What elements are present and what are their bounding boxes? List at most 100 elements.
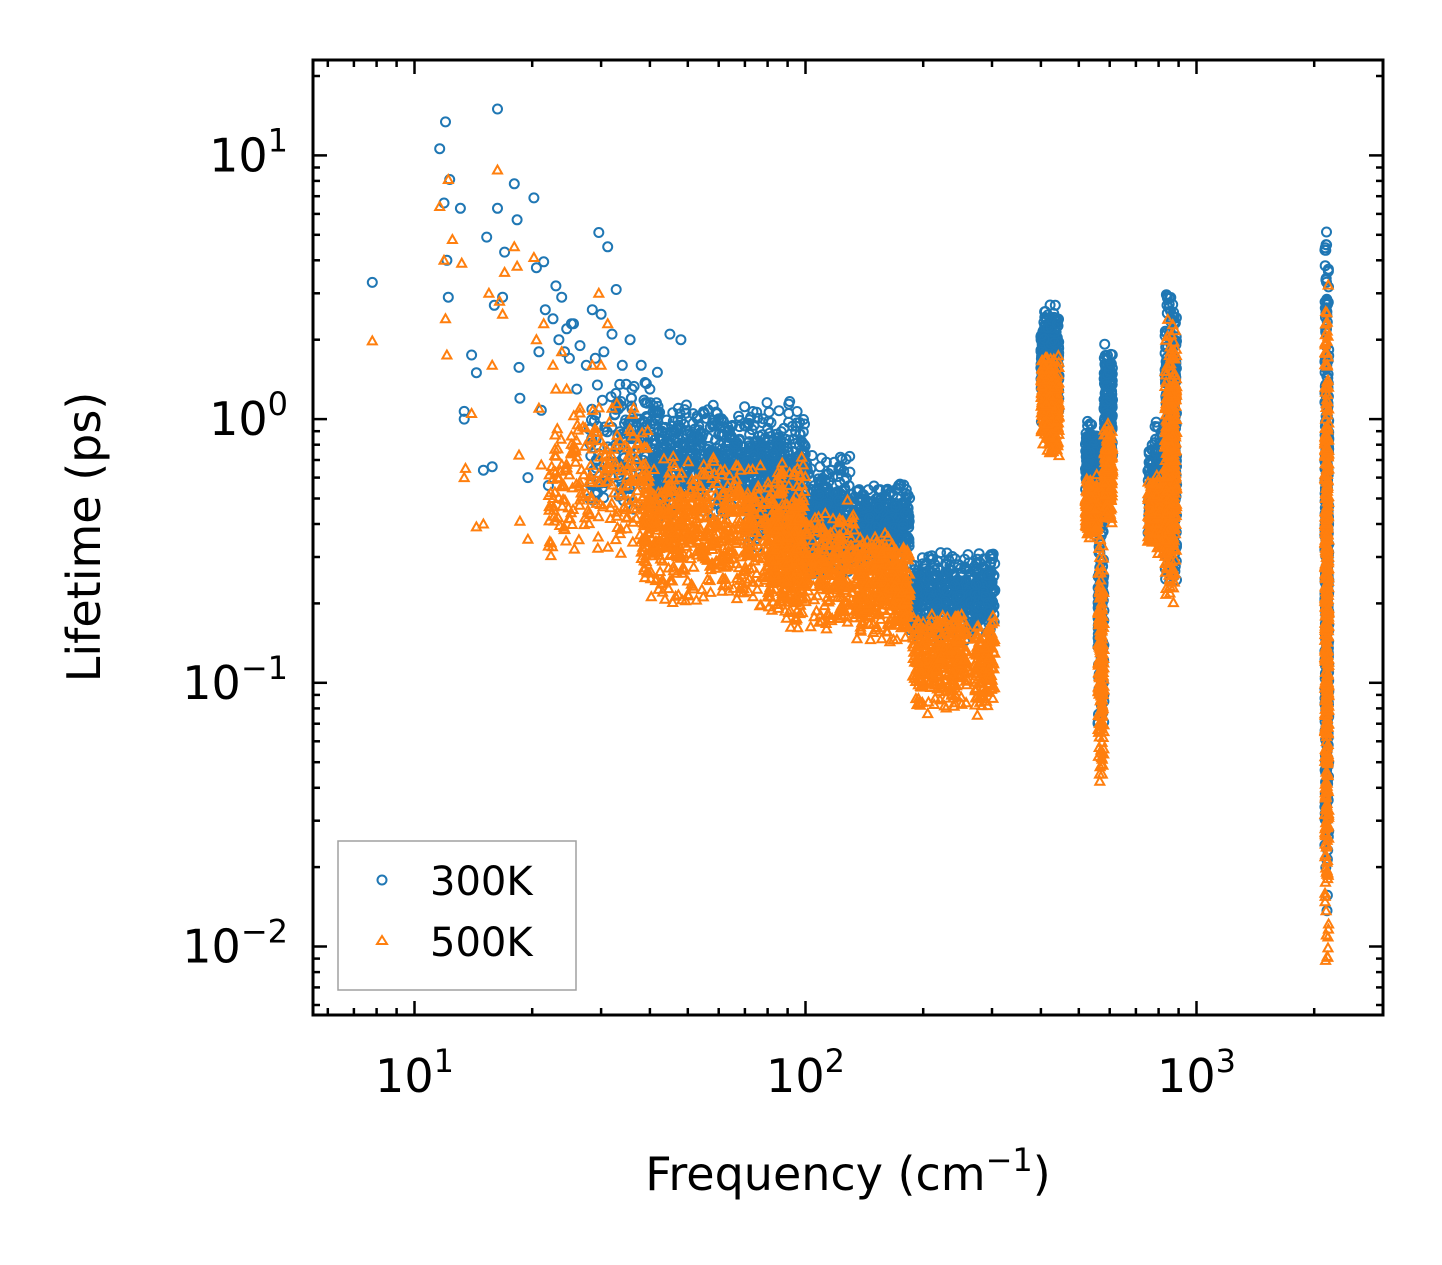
data-point-500K-571: [645, 590, 658, 602]
data-point-300K-576: [761, 397, 773, 409]
data-point-500K-220: [609, 533, 623, 545]
data-point-500K-222: [592, 510, 605, 522]
data-point-500K-177: [563, 468, 576, 480]
data-point-300K-3855: [1170, 312, 1182, 324]
data-point-300K-776: [762, 422, 774, 434]
data-point-500K-242: [630, 452, 643, 464]
data-point-300K-1936: [872, 484, 884, 496]
data-point-300K-3016: [1082, 420, 1094, 432]
data-point-500K-303: [796, 458, 810, 470]
data-point-300K-2456: [987, 553, 999, 565]
data-point-300K-3780: [1161, 299, 1173, 311]
data-point-300K-2462: [970, 579, 982, 591]
data-point-300K-1925: [904, 492, 916, 504]
data-point-500K-477: [754, 459, 767, 471]
data-point-300K-33: [550, 280, 562, 292]
data-point-500K-209: [601, 461, 615, 473]
data-point-300K-182: [651, 366, 663, 378]
data-point-300K-2312: [917, 558, 929, 570]
data-point-500K-238: [562, 501, 575, 513]
data-point-300K-2113: [941, 547, 953, 559]
data-point-300K-23: [514, 392, 526, 404]
data-point-300K-1958: [861, 495, 873, 507]
data-point-300K-2464: [989, 585, 1001, 597]
data-point-300K-833: [714, 439, 726, 451]
data-point-500K-164: [582, 517, 596, 529]
data-point-300K-2468: [982, 597, 994, 609]
data-point-300K-788: [693, 420, 705, 432]
data-point-500K-243: [625, 472, 639, 484]
data-point-500K-10: [465, 406, 478, 418]
data-point-300K-2163: [949, 553, 961, 565]
data-point-300K-2432: [988, 600, 1000, 612]
data-point-500K-229: [543, 535, 557, 547]
data-point-300K-836: [691, 410, 703, 422]
data-point-500K-83: [570, 477, 583, 489]
data-point-300K-3354: [1105, 358, 1117, 370]
data-point-500K-149: [578, 439, 592, 451]
data-point-300K-32: [547, 313, 559, 325]
data-point-500K-223: [551, 471, 564, 483]
data-point-300K-1885: [893, 482, 904, 494]
data-point-500K-132: [620, 522, 633, 534]
data-point-500K-28: [537, 317, 550, 329]
data-point-300K-2788: [1053, 336, 1065, 348]
data-point-300K-8: [458, 413, 470, 425]
data-point-500K-6: [446, 232, 459, 244]
data-point-500K-250: [601, 475, 615, 487]
data-point-300K-906: [678, 441, 690, 453]
data-point-500K-224: [591, 530, 605, 542]
data-point-500K-249: [617, 501, 630, 513]
data-point-500K-82: [544, 549, 558, 561]
data-point-300K-40: [568, 318, 579, 330]
data-point-500K-301: [647, 462, 661, 474]
data-point-500K-163: [569, 455, 582, 467]
data-point-500K-281: [707, 451, 720, 463]
data-point-300K-913: [778, 441, 790, 453]
data-point-300K-2317: [943, 564, 955, 575]
data-point-300K-22: [513, 361, 525, 373]
data-point-300K-35: [556, 291, 568, 303]
data-point-300K-900: [705, 445, 717, 457]
data-point-300K-3552: [1142, 465, 1154, 477]
data-point-300K-59: [675, 334, 687, 346]
data-point-300K-767: [744, 429, 756, 440]
data-point-500K-247: [632, 474, 645, 486]
data-point-300K-53: [616, 359, 628, 371]
data-point-300K-155: [620, 378, 632, 390]
data-point-300K-854: [799, 440, 811, 452]
data-point-300K-848: [725, 430, 737, 442]
data-point-300K-3006: [1088, 469, 1100, 481]
data-point-500K-40: [610, 397, 624, 409]
data-point-500K-3: [439, 312, 452, 324]
data-point-300K-1283: [813, 477, 825, 489]
data-point-500K-47: [607, 486, 621, 498]
data-point-500K-81: [614, 522, 627, 534]
data-point-300K-4389: [1320, 239, 1332, 251]
data-point-300K-1317: [844, 466, 856, 478]
data-point-500K-409: [737, 582, 751, 594]
data-point-300K-217: [614, 378, 626, 390]
data-point-500K-211: [626, 535, 640, 547]
data-point-500K-12: [477, 517, 490, 529]
data-point-500K-124: [584, 458, 597, 470]
data-point-500K-24: [527, 250, 541, 262]
data-point-300K-27: [533, 346, 545, 358]
data-point-300K-1183: [827, 471, 839, 483]
data-point-500K-103: [548, 428, 562, 440]
data-point-500K-402: [715, 584, 729, 596]
data-point-500K-137: [631, 484, 644, 496]
data-point-500K-240: [611, 520, 624, 532]
data-point-300K-2455: [982, 569, 994, 581]
data-point-300K-741: [707, 420, 719, 432]
data-point-300K-1964: [888, 522, 900, 534]
data-point-500K-23: [521, 532, 535, 544]
data-point-500K-31: [549, 382, 563, 394]
data-point-300K-2458: [977, 579, 988, 591]
data-point-500K-115: [559, 534, 573, 546]
data-point-300K-198: [610, 403, 622, 415]
data-point-500K-27: [535, 458, 548, 470]
data-point-500K-4: [440, 348, 454, 360]
data-point-500K-255: [623, 451, 636, 463]
